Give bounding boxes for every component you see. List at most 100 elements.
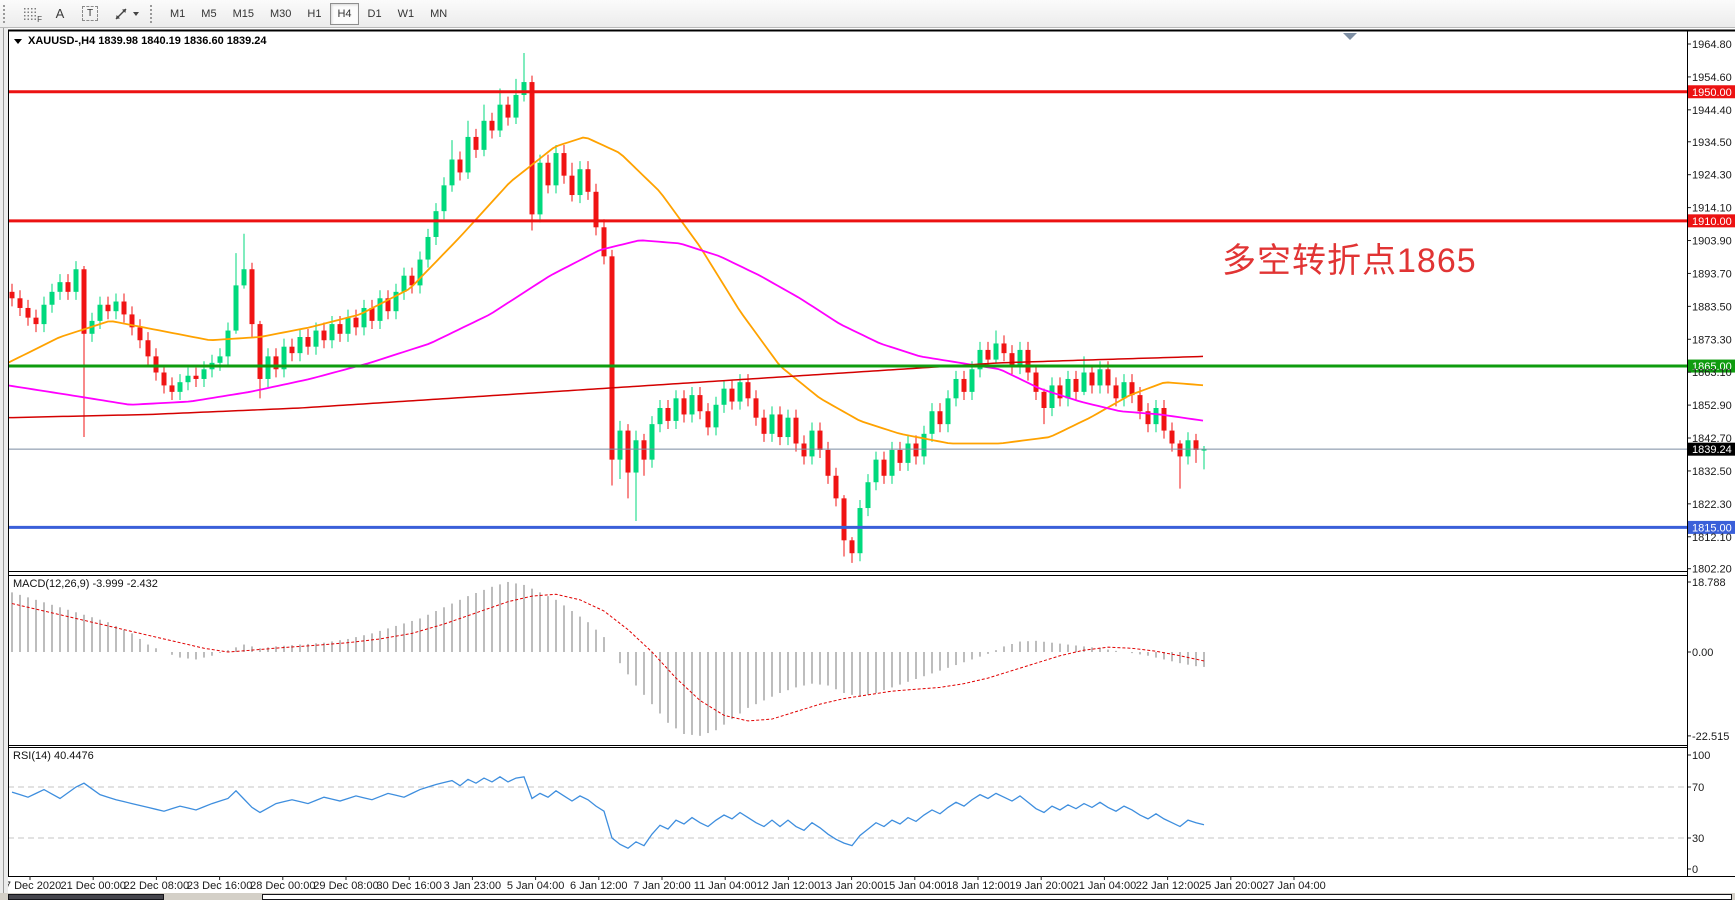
candle-body bbox=[153, 356, 159, 373]
candle-body bbox=[185, 375, 191, 383]
candle-body bbox=[825, 449, 831, 476]
bid-price-tag-text: 1839.24 bbox=[1692, 444, 1732, 456]
candle-body bbox=[41, 304, 47, 325]
candle-body bbox=[1033, 372, 1039, 392]
price-tick-label: 1802.20 bbox=[1692, 564, 1732, 576]
bottom-tab-active[interactable] bbox=[8, 894, 164, 900]
price-tick-label: 1903.90 bbox=[1692, 236, 1732, 248]
candle-body bbox=[833, 475, 839, 499]
timeframe-button-m15[interactable]: M15 bbox=[226, 3, 261, 25]
candle-body bbox=[441, 185, 447, 212]
candle-body bbox=[601, 227, 607, 257]
candle-body bbox=[1049, 385, 1055, 409]
time-tick-label: 22 Dec 08:00 bbox=[124, 880, 189, 892]
time-tick-label: 15 Jan 04:00 bbox=[883, 880, 947, 892]
timeframe-button-w1[interactable]: W1 bbox=[391, 3, 422, 25]
chart-shift-marker-icon[interactable] bbox=[1343, 33, 1357, 40]
text-box-icon: T bbox=[82, 6, 98, 21]
candle-body bbox=[361, 307, 367, 328]
candle-body bbox=[857, 508, 863, 554]
candle-body bbox=[505, 104, 511, 118]
timeframe-button-m5[interactable]: M5 bbox=[194, 3, 223, 25]
hline-price-tag-text: 1865.00 bbox=[1692, 361, 1732, 373]
candle-body bbox=[233, 285, 239, 331]
window-left-edge bbox=[0, 28, 8, 893]
candle-body bbox=[905, 443, 911, 463]
label-a-button[interactable]: A bbox=[47, 3, 73, 25]
candle-body bbox=[57, 282, 63, 292]
time-tick-label: 23 Dec 16:00 bbox=[187, 880, 252, 892]
candle-body bbox=[1169, 430, 1175, 444]
candle-body bbox=[1145, 411, 1151, 425]
candle-body bbox=[841, 498, 847, 541]
candle-body bbox=[313, 330, 319, 347]
candle-body bbox=[633, 440, 639, 473]
candle-body bbox=[273, 356, 279, 370]
rsi-panel[interactable] bbox=[8, 747, 1687, 876]
time-tick-label: 13 Jan 20:00 bbox=[820, 880, 884, 892]
candle-body bbox=[721, 388, 727, 405]
chart-title: XAUUSD-,H4 1839.98 1840.19 1836.60 1839.… bbox=[14, 35, 267, 47]
macd-tick-label: -22.515 bbox=[1692, 731, 1729, 743]
symbol-dropdown-icon[interactable] bbox=[14, 38, 22, 44]
candle-body bbox=[969, 369, 975, 392]
toolbar-grip-2[interactable] bbox=[150, 4, 158, 23]
candle-body bbox=[201, 369, 207, 379]
candle-body bbox=[345, 317, 351, 334]
candle-body bbox=[1041, 391, 1047, 409]
candle-body bbox=[873, 459, 879, 483]
candle-body bbox=[353, 317, 359, 328]
candle-body bbox=[249, 269, 255, 325]
text-box-button[interactable]: T bbox=[75, 3, 105, 25]
candle-body bbox=[1017, 349, 1023, 367]
price-tick-label: 1934.50 bbox=[1692, 137, 1732, 149]
candle-body bbox=[657, 408, 663, 425]
price-tick-label: 1954.60 bbox=[1692, 72, 1732, 84]
candle-body bbox=[1201, 449, 1207, 451]
candle-body bbox=[849, 540, 855, 554]
toolbar-grip[interactable] bbox=[3, 4, 11, 23]
main-chart-panel[interactable] bbox=[8, 30, 1687, 571]
candle-body bbox=[729, 388, 735, 402]
candle-body bbox=[817, 430, 823, 450]
hline-price-tag bbox=[1688, 359, 1735, 373]
candle-body bbox=[929, 411, 935, 434]
candle-body bbox=[457, 159, 463, 173]
shapes-dropdown-button[interactable] bbox=[107, 3, 146, 25]
hline-price-tag-text: 1815.00 bbox=[1692, 522, 1732, 534]
candle-body bbox=[217, 356, 223, 363]
timeframe-button-h1[interactable]: H1 bbox=[300, 3, 328, 25]
dotted-grid-f-icon[interactable]: F bbox=[16, 3, 45, 25]
candle-body bbox=[897, 449, 903, 463]
price-axis[interactable] bbox=[1687, 30, 1735, 876]
time-tick-label: 7 Jan 20:00 bbox=[633, 880, 691, 892]
candle-body bbox=[33, 317, 39, 325]
time-tick-label: 21 Dec 00:00 bbox=[60, 880, 125, 892]
bottom-tab-inactive[interactable] bbox=[262, 894, 1732, 900]
timeframe-button-m1[interactable]: M1 bbox=[163, 3, 192, 25]
candle-body bbox=[297, 337, 303, 354]
candle-body bbox=[609, 256, 615, 460]
timeframe-button-d1[interactable]: D1 bbox=[361, 3, 389, 25]
rsi-indicator-label: RSI(14) 40.4476 bbox=[13, 750, 94, 762]
timeframe-button-h4[interactable]: H4 bbox=[330, 2, 359, 25]
timeframe-button-mn[interactable]: MN bbox=[423, 3, 454, 25]
price-tick-label: 1964.80 bbox=[1692, 39, 1732, 51]
candle-body bbox=[593, 191, 599, 228]
candle-body bbox=[177, 382, 183, 392]
candle-body bbox=[801, 443, 807, 457]
time-axis[interactable] bbox=[8, 876, 1735, 893]
hline-price-tag-text: 1950.00 bbox=[1692, 87, 1732, 99]
candle-body bbox=[793, 417, 799, 444]
candle-body bbox=[193, 375, 199, 379]
hline-price-tag bbox=[1688, 520, 1735, 534]
candle-body bbox=[689, 395, 695, 415]
candle-body bbox=[937, 411, 943, 425]
candle-body bbox=[553, 153, 559, 186]
candle-body bbox=[1121, 382, 1127, 399]
timeframe-button-m30[interactable]: M30 bbox=[263, 3, 298, 25]
candle-body bbox=[1137, 395, 1143, 412]
candle-body bbox=[329, 324, 335, 341]
macd-panel[interactable] bbox=[8, 575, 1687, 745]
